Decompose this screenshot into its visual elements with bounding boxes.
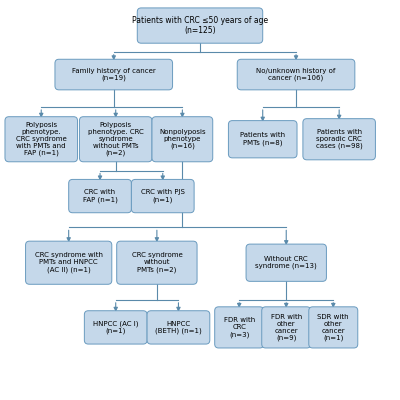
FancyBboxPatch shape: [147, 311, 210, 344]
FancyBboxPatch shape: [309, 307, 358, 348]
Text: Patients with
sporadic CRC
cases (n=98): Patients with sporadic CRC cases (n=98): [316, 129, 362, 150]
Text: Polyposis
phenotype.
CRC syndrome
with PMTs and
FAP (n=1): Polyposis phenotype. CRC syndrome with P…: [16, 122, 67, 156]
Text: SDR with
other
cancer
(n=1): SDR with other cancer (n=1): [318, 314, 349, 341]
Text: Patients with
PMTs (n=8): Patients with PMTs (n=8): [240, 132, 285, 146]
Text: FDR with
other
cancer
(n=9): FDR with other cancer (n=9): [271, 314, 302, 341]
Text: CRC syndrome with
PMTs and HNPCC
(AC II) (n=1): CRC syndrome with PMTs and HNPCC (AC II)…: [35, 252, 103, 273]
Text: HNPCC
(BETH) (n=1): HNPCC (BETH) (n=1): [155, 321, 202, 334]
FancyBboxPatch shape: [237, 59, 355, 90]
Text: CRC syndrome
without
PMTs (n=2): CRC syndrome without PMTs (n=2): [132, 252, 182, 273]
FancyBboxPatch shape: [246, 244, 326, 281]
Text: Patients with CRC ≤50 years of age
(n=125): Patients with CRC ≤50 years of age (n=12…: [132, 16, 268, 35]
FancyBboxPatch shape: [26, 241, 112, 284]
Text: No/unknown history of
cancer (n=106): No/unknown history of cancer (n=106): [256, 68, 336, 81]
Text: CRC with
FAP (n=1): CRC with FAP (n=1): [83, 189, 118, 203]
FancyBboxPatch shape: [137, 8, 263, 43]
Text: FDR with
CRC
(n=3): FDR with CRC (n=3): [224, 317, 255, 338]
FancyBboxPatch shape: [262, 307, 311, 348]
FancyBboxPatch shape: [69, 180, 131, 213]
Text: Without CRC
syndrome (n=13): Without CRC syndrome (n=13): [255, 256, 317, 270]
FancyBboxPatch shape: [228, 121, 297, 158]
FancyBboxPatch shape: [303, 119, 376, 160]
FancyBboxPatch shape: [5, 117, 78, 162]
FancyBboxPatch shape: [152, 117, 213, 162]
Text: CRC with PJS
(n=1): CRC with PJS (n=1): [141, 189, 185, 203]
Text: Nonpolyposis
phenotype
(n=16): Nonpolyposis phenotype (n=16): [159, 129, 206, 150]
Text: Polyposis
phenotype. CRC
syndrome
without PMTs
(n=2): Polyposis phenotype. CRC syndrome withou…: [88, 122, 144, 156]
FancyBboxPatch shape: [215, 307, 264, 348]
FancyBboxPatch shape: [80, 117, 152, 162]
FancyBboxPatch shape: [117, 241, 197, 284]
FancyBboxPatch shape: [131, 180, 194, 213]
Text: HNPCC (AC I)
(n=1): HNPCC (AC I) (n=1): [93, 320, 138, 334]
FancyBboxPatch shape: [84, 311, 147, 344]
FancyBboxPatch shape: [55, 59, 172, 90]
Text: Family history of cancer
(n=19): Family history of cancer (n=19): [72, 68, 156, 81]
